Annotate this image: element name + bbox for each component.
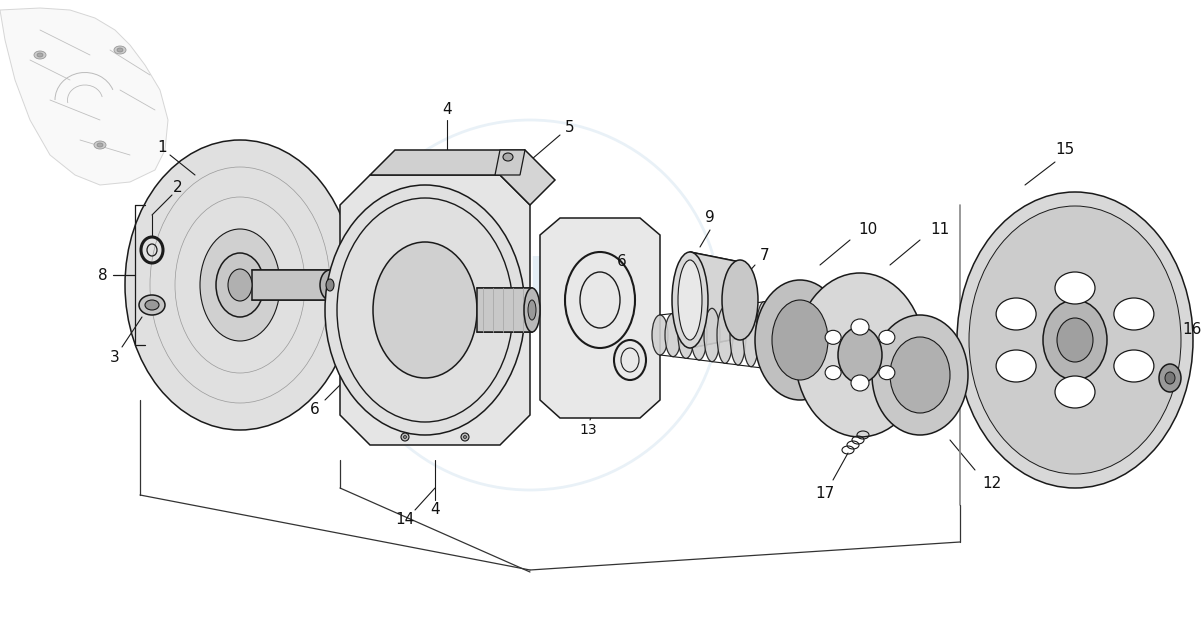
Ellipse shape xyxy=(1113,298,1154,330)
Text: 8: 8 xyxy=(98,267,108,282)
Ellipse shape xyxy=(1165,372,1175,384)
Ellipse shape xyxy=(679,312,694,358)
Text: 6: 6 xyxy=(617,255,627,270)
Ellipse shape xyxy=(125,140,355,430)
Ellipse shape xyxy=(228,269,252,301)
Ellipse shape xyxy=(116,48,123,52)
Ellipse shape xyxy=(872,315,968,435)
Ellipse shape xyxy=(890,337,950,413)
Ellipse shape xyxy=(825,331,841,344)
Text: OEM: OEM xyxy=(483,254,616,306)
Ellipse shape xyxy=(503,153,513,161)
Text: 13: 13 xyxy=(579,423,597,437)
Ellipse shape xyxy=(1042,300,1107,380)
Ellipse shape xyxy=(795,273,925,437)
Text: 7: 7 xyxy=(760,247,770,262)
Ellipse shape xyxy=(114,46,126,54)
Ellipse shape xyxy=(969,206,1181,474)
Ellipse shape xyxy=(996,350,1036,382)
Polygon shape xyxy=(500,150,555,205)
Ellipse shape xyxy=(679,260,703,340)
Ellipse shape xyxy=(34,51,46,59)
Ellipse shape xyxy=(722,260,758,340)
Text: 4: 4 xyxy=(442,103,452,118)
Ellipse shape xyxy=(957,192,1193,488)
Ellipse shape xyxy=(524,288,540,332)
Ellipse shape xyxy=(1057,318,1093,362)
Ellipse shape xyxy=(201,229,280,341)
Ellipse shape xyxy=(652,315,668,355)
Ellipse shape xyxy=(404,436,406,438)
Text: 15: 15 xyxy=(1056,143,1075,158)
Ellipse shape xyxy=(216,253,264,317)
Polygon shape xyxy=(540,218,661,418)
Ellipse shape xyxy=(97,143,103,147)
Text: 1: 1 xyxy=(157,140,167,155)
Ellipse shape xyxy=(743,304,759,367)
Ellipse shape xyxy=(691,310,707,360)
Ellipse shape xyxy=(94,141,106,149)
Ellipse shape xyxy=(825,366,841,380)
Text: MOTORPARTS: MOTORPARTS xyxy=(470,315,631,335)
Ellipse shape xyxy=(704,309,721,362)
Ellipse shape xyxy=(139,295,165,315)
Ellipse shape xyxy=(464,436,466,438)
Ellipse shape xyxy=(996,298,1036,330)
Ellipse shape xyxy=(769,300,785,370)
Ellipse shape xyxy=(665,314,681,357)
Ellipse shape xyxy=(730,305,746,365)
Ellipse shape xyxy=(1113,350,1154,382)
Ellipse shape xyxy=(374,242,477,378)
Polygon shape xyxy=(0,8,168,185)
Polygon shape xyxy=(370,150,525,175)
Text: 17: 17 xyxy=(815,486,835,501)
Polygon shape xyxy=(495,150,525,175)
Text: 2: 2 xyxy=(173,180,183,195)
Ellipse shape xyxy=(755,280,846,400)
Text: 6: 6 xyxy=(310,403,319,418)
Ellipse shape xyxy=(879,331,895,344)
Ellipse shape xyxy=(852,319,870,335)
Ellipse shape xyxy=(1159,364,1181,392)
Polygon shape xyxy=(691,252,740,348)
Ellipse shape xyxy=(1054,376,1095,408)
Ellipse shape xyxy=(852,375,870,391)
Text: 14: 14 xyxy=(395,513,414,528)
Text: 10: 10 xyxy=(859,222,878,237)
Polygon shape xyxy=(252,270,330,300)
Ellipse shape xyxy=(879,366,895,380)
Text: 12: 12 xyxy=(982,476,1002,491)
Text: 9: 9 xyxy=(705,210,715,225)
Ellipse shape xyxy=(325,185,525,435)
Ellipse shape xyxy=(461,433,470,441)
Text: 16: 16 xyxy=(1182,322,1201,337)
Ellipse shape xyxy=(755,302,772,368)
Ellipse shape xyxy=(37,53,43,57)
Ellipse shape xyxy=(717,307,733,363)
Ellipse shape xyxy=(1054,272,1095,304)
Ellipse shape xyxy=(673,252,709,348)
Ellipse shape xyxy=(772,300,827,380)
Ellipse shape xyxy=(145,300,159,310)
Text: 11: 11 xyxy=(931,222,950,237)
Polygon shape xyxy=(340,175,530,445)
Ellipse shape xyxy=(325,279,334,291)
Text: 3: 3 xyxy=(110,351,120,366)
Text: 5: 5 xyxy=(566,120,575,135)
Polygon shape xyxy=(477,288,532,332)
Ellipse shape xyxy=(838,327,882,383)
Ellipse shape xyxy=(401,433,410,441)
Ellipse shape xyxy=(319,270,340,300)
Ellipse shape xyxy=(528,300,536,320)
Text: 4: 4 xyxy=(430,503,440,518)
